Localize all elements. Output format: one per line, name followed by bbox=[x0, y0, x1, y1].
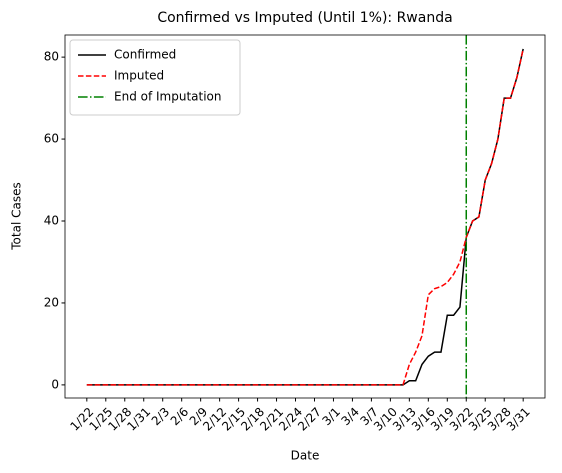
legend-label: Imputed bbox=[114, 69, 164, 83]
y-tick-label: 80 bbox=[44, 50, 59, 64]
legend-box bbox=[69, 39, 241, 116]
x-axis-label: Date bbox=[291, 449, 320, 463]
legend-label: End of Imputation bbox=[114, 90, 222, 104]
y-tick-label: 20 bbox=[44, 295, 59, 309]
legend: Confirmed Imputed End of Imputation bbox=[69, 39, 241, 116]
chart-title: Confirmed vs Imputed (Until 1%): Rwanda bbox=[157, 10, 452, 26]
y-axis-label: Total Cases bbox=[10, 182, 24, 250]
plot-frame bbox=[64, 34, 546, 399]
series-line bbox=[86, 48, 524, 386]
y-tick-label: 40 bbox=[44, 214, 59, 228]
y-tick-label: 0 bbox=[51, 377, 59, 391]
y-tick-label: 60 bbox=[44, 132, 59, 146]
legend-label: Confirmed bbox=[114, 48, 176, 62]
